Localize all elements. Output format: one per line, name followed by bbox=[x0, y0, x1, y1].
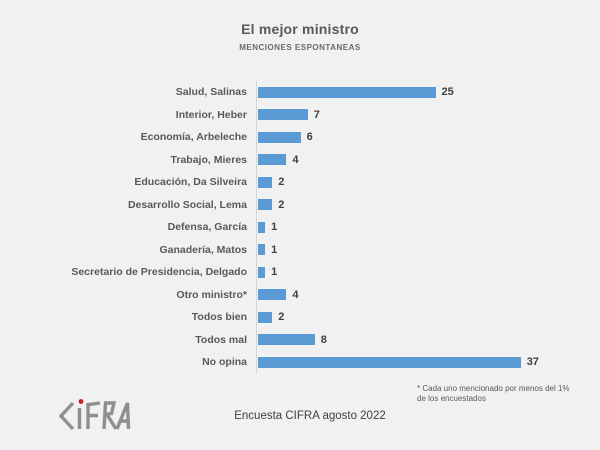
category-label: Desarrollo Social, Lema bbox=[127, 198, 247, 211]
category-label: Todos bien bbox=[191, 311, 247, 324]
bar bbox=[258, 356, 521, 368]
bar bbox=[258, 221, 266, 233]
bar bbox=[258, 109, 308, 121]
category-label: Economía, Arbeleche bbox=[140, 131, 247, 144]
bar-chart: Salud, Salinas 25 Interior, Heber 7 Econ… bbox=[36, 81, 539, 374]
bar-cell: 1 bbox=[256, 261, 277, 284]
bar-chart-rows: Salud, Salinas 25 Interior, Heber 7 Econ… bbox=[36, 81, 539, 374]
bar-cell: 2 bbox=[256, 306, 284, 329]
bar-row: Educación, Da Silveira 2 bbox=[36, 171, 539, 194]
bar-cell: 25 bbox=[256, 81, 454, 104]
value-label: 25 bbox=[441, 86, 454, 99]
bar bbox=[258, 131, 301, 143]
category-label: Trabajo, Mieres bbox=[170, 153, 247, 166]
value-label: 37 bbox=[526, 356, 539, 369]
bar-cell: 37 bbox=[256, 351, 539, 374]
category-label: Educación, Da Silveira bbox=[134, 176, 247, 189]
bar-cell: 2 bbox=[256, 171, 284, 194]
bar bbox=[258, 154, 287, 166]
bar-row: Secretario de Presidencia, Delgado 1 bbox=[36, 261, 539, 284]
bar bbox=[258, 311, 273, 323]
bar bbox=[258, 334, 315, 346]
bar-row: Todos mal 8 bbox=[36, 328, 539, 351]
category-label: No opina bbox=[202, 356, 247, 369]
bar bbox=[258, 266, 266, 278]
logo-letter-f bbox=[86, 401, 101, 429]
value-label: 1 bbox=[271, 266, 278, 279]
bar-row: Trabajo, Mieres 4 bbox=[36, 148, 539, 171]
value-label: 2 bbox=[278, 198, 285, 211]
bar-row: Economía, Arbeleche 6 bbox=[36, 126, 539, 149]
bar-row: Defensa, García 1 bbox=[36, 216, 539, 239]
bar-row: Otro ministro* 4 bbox=[36, 283, 539, 306]
value-label: 1 bbox=[271, 221, 278, 234]
value-label: 4 bbox=[292, 153, 299, 166]
chart-subtitle: MENCIONES ESPONTANEAS bbox=[239, 43, 361, 52]
logo-red-dot bbox=[78, 399, 84, 404]
category-label: Ganadería, Matos bbox=[159, 243, 247, 256]
category-label: Defensa, García bbox=[167, 221, 247, 234]
bar bbox=[258, 199, 273, 211]
logo-letter-c bbox=[58, 401, 75, 431]
footnote: * Cada uno mencionado por menos del 1% d… bbox=[417, 384, 570, 403]
title-block: El mejor ministro MENCIONES ESPONTANEAS bbox=[0, 21, 600, 52]
category-label: Secretario de Presidencia, Delgado bbox=[71, 266, 247, 279]
bar-cell: 8 bbox=[256, 328, 327, 351]
bar bbox=[258, 244, 266, 256]
bar-row: Interior, Heber 7 bbox=[36, 103, 539, 126]
bar-row: Desarrollo Social, Lema 2 bbox=[36, 193, 539, 216]
bar-cell: 2 bbox=[256, 193, 285, 216]
bar-row: Todos bien 2 bbox=[36, 306, 539, 329]
bar-row: Ganadería, Matos 1 bbox=[36, 238, 539, 261]
value-label: 4 bbox=[292, 288, 299, 301]
logo-letter-r bbox=[102, 401, 118, 430]
bar-cell: 1 bbox=[256, 238, 278, 261]
bar-row: Salud, Salinas 25 bbox=[36, 81, 539, 104]
value-label: 7 bbox=[313, 108, 320, 121]
bar-row: No opina 37 bbox=[36, 351, 539, 374]
logo-letter-a bbox=[115, 402, 131, 430]
bar-cell: 6 bbox=[256, 126, 313, 149]
bar bbox=[258, 176, 273, 188]
category-label: Otro ministro* bbox=[176, 288, 247, 301]
cifra-logo bbox=[58, 399, 131, 431]
source-text: Encuesta CIFRA agosto 2022 bbox=[234, 410, 386, 422]
bar-cell: 4 bbox=[256, 148, 299, 171]
bar bbox=[258, 86, 436, 98]
value-label: 8 bbox=[320, 333, 327, 346]
bar-cell: 7 bbox=[256, 103, 320, 126]
bar-cell: 1 bbox=[256, 216, 277, 239]
value-label: 6 bbox=[306, 131, 313, 144]
bar bbox=[258, 289, 287, 301]
value-label: 1 bbox=[271, 243, 278, 256]
category-label: Salud, Salinas bbox=[175, 86, 247, 99]
value-label: 2 bbox=[278, 311, 285, 324]
chart-title: El mejor ministro bbox=[241, 21, 359, 37]
category-label: Interior, Heber bbox=[175, 108, 247, 121]
category-label: Todos mal bbox=[195, 333, 247, 346]
bar-cell: 4 bbox=[256, 283, 299, 306]
value-label: 2 bbox=[278, 176, 285, 189]
